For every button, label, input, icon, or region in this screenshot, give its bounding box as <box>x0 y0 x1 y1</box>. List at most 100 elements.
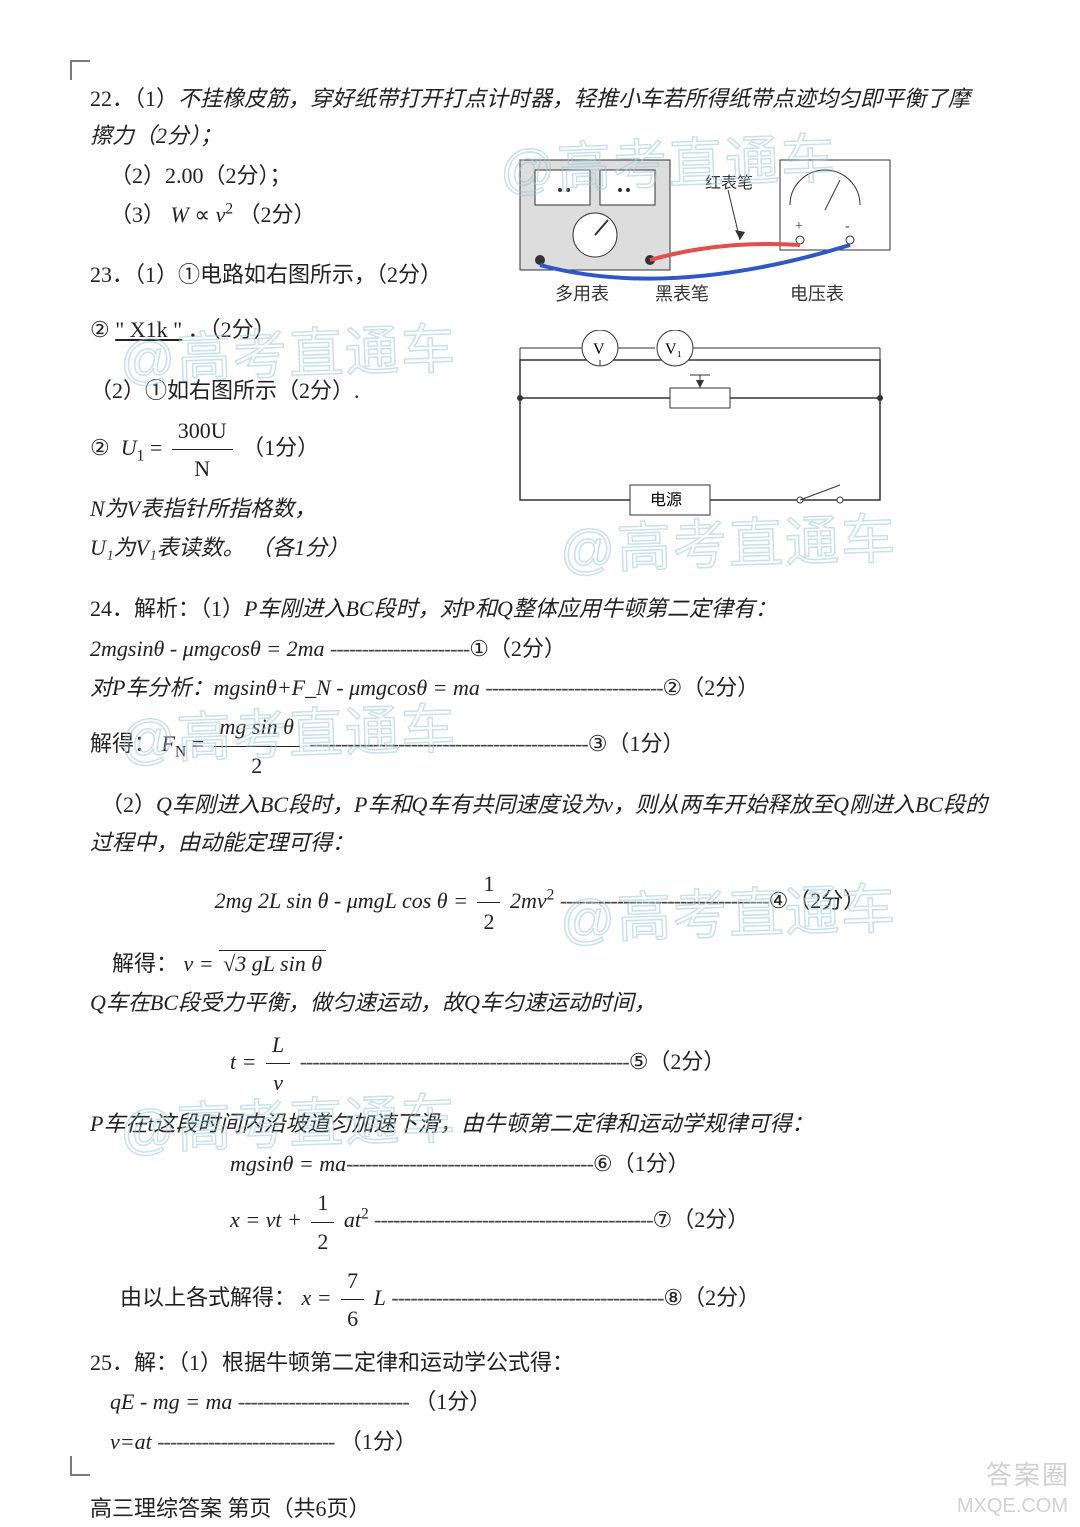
q24-m5: ⑤（2分） <box>629 1049 726 1074</box>
q23-p5: N为V表指针所指格数， <box>90 496 316 521</box>
q24-p4t: Q车刚进入BC段时，P车和Q车有共同速度设为v，则从两车开始释放至Q刚进入BC段… <box>90 792 987 854</box>
q23-p2-underlined: " X1k " <box>115 317 182 342</box>
q24-eq2: 对P车分析：mgsinθ+F_N - μmgcosθ = ma --------… <box>90 669 990 706</box>
q23-l6: U₁为V₁表读数。 （各1分） <box>90 529 990 566</box>
q24-p1t: P车刚进入BC段时，对P和Q整体应用牛顿第二定律有： <box>244 596 777 621</box>
q24-e4l: 2mg 2L sin θ - μmgL cos θ = <box>215 888 468 913</box>
dash10: ---------------------------- <box>157 1429 334 1454</box>
q24-e7: mgsinθ = ma <box>230 1151 346 1176</box>
dash4: --------------------------------- <box>560 888 769 913</box>
q23-p1-prefix: （1）① <box>134 262 200 287</box>
q24-e4d: 2 <box>477 903 500 940</box>
dash2: ---------------------------- <box>485 675 662 700</box>
q23-p2-tail: ．（2分） <box>188 317 276 342</box>
q23-frac-den: N <box>172 450 233 487</box>
q25-label: 25． <box>90 1350 134 1375</box>
q24-p6t: Q车在BC段受力平衡，做匀速运动，故Q车匀速运动时间， <box>90 990 656 1015</box>
corner-watermark-2: MXQE.COM <box>957 1495 1068 1518</box>
q23-p1-score: （2分） <box>376 262 442 287</box>
q24-eq3: 解得： FN = mg sin θ2 ---------------------… <box>90 708 990 784</box>
q24-e6d: v <box>266 1064 290 1101</box>
q24-e5l: v = <box>184 951 214 976</box>
page-corner-bot-h <box>70 1474 90 1476</box>
q24-p7t: P车在t这段时间内沿坡道匀加速下滑，由牛顿第二定律和运动学规律可得： <box>90 1111 814 1136</box>
q24-fn-sub: N <box>175 744 186 761</box>
q23-u: U <box>121 435 137 460</box>
svg-text:+: + <box>795 219 803 234</box>
q24-e4r: 2mv <box>510 888 547 913</box>
q24-e9l: x = <box>302 1285 332 1310</box>
q24-e3n: mg sin θ <box>214 708 300 746</box>
page-footer: 高三理综答案 第页（共6页） <box>90 1490 990 1527</box>
q24-eq5: 解得： v = √3 gL sin θ <box>90 945 990 982</box>
q25-eq2: v=at ---------------------------- （1分） <box>110 1423 990 1460</box>
q24-p2t: 对P车分析：mgsinθ+F_N - μmgcosθ = ma <box>90 675 480 700</box>
q22-p1-text: 不挂橡皮筋，穿好纸带打开打点计时器，轻推小车若所得纸带点迹均匀即平衡了摩擦力（2… <box>90 86 970 148</box>
q24-m3: ③（1分） <box>588 731 685 756</box>
q24-eq4: 2mg 2L sin θ - μmgL cos θ = 12 2mv2 ----… <box>90 865 990 941</box>
q23-p2-mark: ② <box>90 317 110 342</box>
dash1: ---------------------- <box>330 636 469 661</box>
q24-e8t: at <box>344 1207 361 1232</box>
q22-p1-prefix: （1） <box>134 86 178 111</box>
q24-e8n: 1 <box>311 1184 334 1222</box>
voltmeter-label: 电压表 <box>790 284 844 304</box>
q24-p6: Q车在BC段受力平衡，做匀速运动，故Q车匀速运动时间， <box>90 984 990 1021</box>
q24-p4p: （2） <box>101 792 156 817</box>
v-label: V <box>593 341 605 358</box>
q23-p3-prefix: （2）① <box>90 378 167 403</box>
page-corner-top-v <box>70 60 72 80</box>
q24-e3d: 2 <box>214 747 300 784</box>
q25-e1: qE - mg = ma <box>110 1389 232 1414</box>
svg-text:-: - <box>845 219 850 234</box>
redpen-label: 红表笔 <box>705 174 753 192</box>
question-24: 24．解析：（1）P车刚进入BC段时，对P和Q整体应用牛顿第二定律有： 2mgs… <box>90 590 990 1337</box>
q22-line1: 22．（1）不挂橡皮筋，穿好纸带打开打点计时器，轻推小车若所得纸带点迹均匀即平衡… <box>90 80 990 155</box>
q24-l1: 24．解析：（1）P车刚进入BC段时，对P和Q整体应用牛顿第二定律有： <box>90 590 990 627</box>
multimeter-label: 多用表 <box>555 284 609 304</box>
q25-m2: （1分） <box>340 1429 417 1454</box>
q24-m1: ①（2分） <box>469 636 566 661</box>
blackpen-label: 黑表笔 <box>655 284 709 304</box>
q23-label: 23． <box>90 262 134 287</box>
q24-p5l: 解得： <box>112 951 178 976</box>
q22-p2-text: 2.00（2分）； <box>165 163 292 188</box>
q25-eq1: qE - mg = ma ---------------------------… <box>110 1383 990 1420</box>
q22-w: W <box>171 202 189 227</box>
q24-e9n: 7 <box>341 1262 364 1300</box>
q24-e8d: 2 <box>311 1223 334 1260</box>
q24-e6l: t = <box>230 1049 256 1074</box>
dash9: --------------------------- <box>238 1389 409 1414</box>
q24-eq6: t = Lv ---------------------------------… <box>90 1026 990 1102</box>
q23-p3-text: 如右图所示（2分）. <box>167 378 360 403</box>
q25-p1p: （1） <box>178 1350 222 1375</box>
q25-e2: v=at <box>110 1429 152 1454</box>
q24-p8l: 由以上各式解得： <box>120 1285 296 1310</box>
q25-l1: 25．解：（1）根据牛顿第二定律和运动学公式得： <box>90 1344 990 1381</box>
q24-m6: ⑥（1分） <box>593 1151 690 1176</box>
q24-e6n: L <box>266 1026 290 1064</box>
q24-eq8: x = vt + 12 at2 ------------------------… <box>90 1184 990 1260</box>
q24-e4n: 1 <box>477 865 500 903</box>
dash7: ----------------------------------------… <box>374 1207 652 1232</box>
q24-m7: ⑦（2分） <box>653 1207 750 1232</box>
v1-label: V₁ <box>665 341 682 358</box>
q22-label: 22． <box>90 86 134 111</box>
q24-e9d: 6 <box>341 1300 364 1337</box>
dash3: ----------------------------------------… <box>309 731 587 756</box>
q24-p1p: （1） <box>200 596 244 621</box>
q24-p7: P车在t这段时间内沿坡道匀加速下滑，由牛顿第二定律和运动学规律可得： <box>90 1105 990 1142</box>
q25-p1t: 根据牛顿第二定律和运动学公式得： <box>222 1350 574 1375</box>
q24-p4: （2）Q车刚进入BC段时，P车和Q车有共同速度设为v，则从两车开始释放至Q刚进入… <box>90 786 990 861</box>
q23-p4-mark: ② <box>90 435 110 460</box>
q22-v: v <box>216 202 226 227</box>
q24-lead: 解析： <box>134 596 200 621</box>
question-25: 25．解：（1）根据牛顿第二定律和运动学公式得： qE - mg = ma --… <box>90 1344 990 1460</box>
q24-e9t: L <box>374 1285 386 1310</box>
q24-eq1: 2mgsinθ - μmgcosθ = 2ma ----------------… <box>90 630 990 667</box>
q22-p2-prefix: （2） <box>110 163 165 188</box>
q24-fn: F <box>162 731 175 756</box>
q24-eq1-text: 2mgsinθ - μmgcosθ = 2ma <box>90 636 325 661</box>
power-label: 电源 <box>650 491 682 509</box>
q24-eq7: mgsinθ = ma-----------------------------… <box>90 1145 990 1182</box>
